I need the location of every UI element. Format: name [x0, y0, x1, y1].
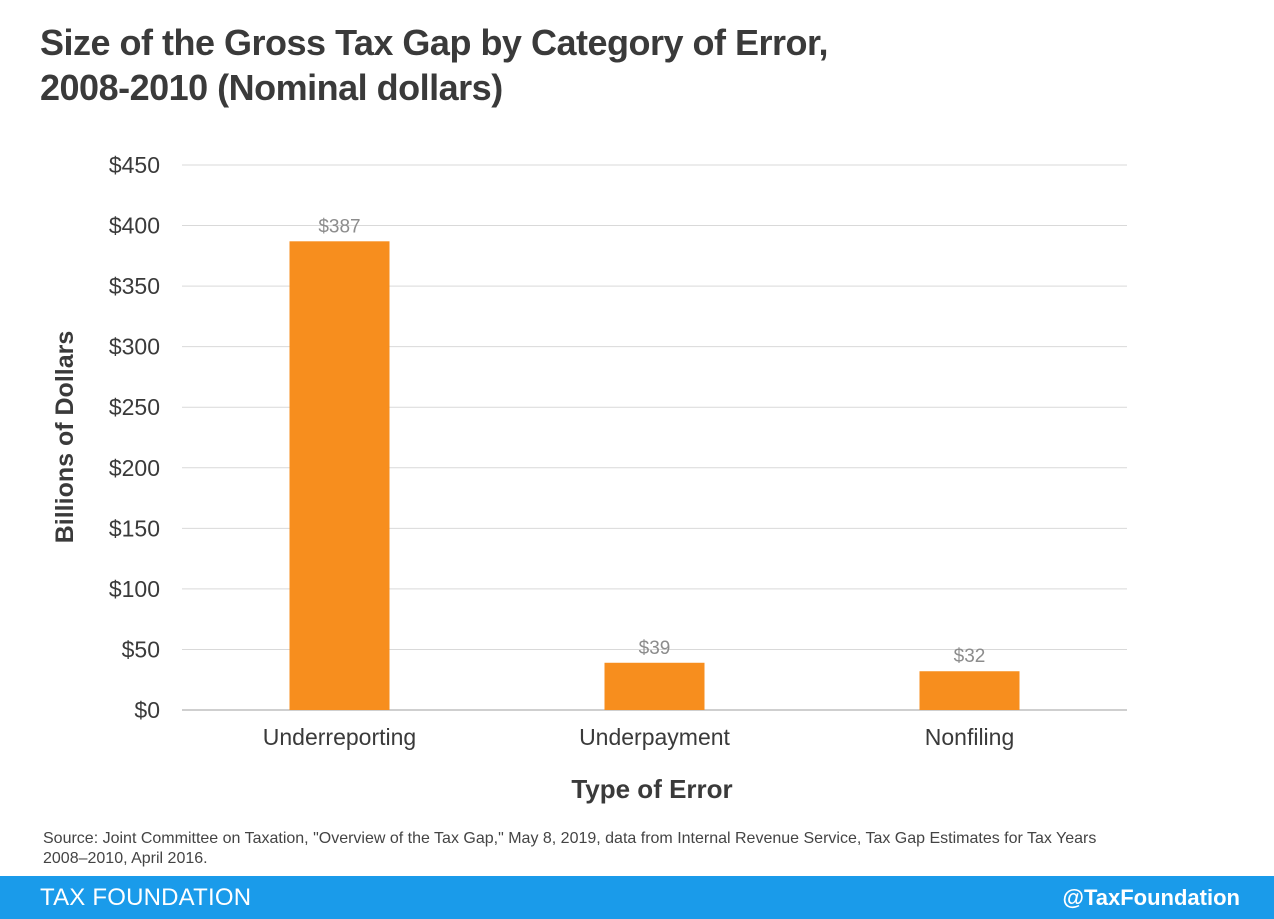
bar-underreporting [289, 241, 390, 711]
y-axis-title: Billions of Dollars [51, 331, 79, 544]
bar-nonfiling [919, 671, 1020, 710]
y-tick-label: $400 [109, 213, 160, 239]
footer-bar: TAX FOUNDATION @TaxFoundation [0, 876, 1274, 919]
x-tick-label: Underpayment [579, 724, 730, 750]
y-tick-label: $450 [109, 152, 160, 178]
y-tick-label: $250 [109, 394, 160, 420]
chart-title-line-2: 2008-2010 (Nominal dollars) [40, 67, 503, 108]
data-labels: $387 $39 $32 [318, 216, 985, 667]
y-tick-label: $200 [109, 455, 160, 481]
x-axis-title: Type of Error [571, 774, 732, 804]
y-tick-label: $350 [109, 273, 160, 299]
y-tick-label: $150 [109, 515, 160, 541]
data-label: $32 [954, 646, 986, 667]
bar-underpayment [604, 662, 705, 710]
footer-handle: @TaxFoundation [1062, 885, 1240, 910]
chart-title-line-1: Size of the Gross Tax Gap by Category of… [40, 22, 829, 63]
data-label: $39 [639, 638, 671, 659]
data-label: $387 [318, 216, 360, 237]
y-tick-label: $50 [122, 636, 160, 662]
bars [289, 241, 1020, 711]
chart-title: Size of the Gross Tax Gap by Category of… [40, 20, 940, 110]
y-tick-label: $0 [134, 697, 160, 723]
y-axis-ticks: $0 $50 $100 $150 $200 $250 $300 $350 $400 $450 [109, 152, 160, 723]
y-tick-label: $300 [109, 334, 160, 360]
x-tick-label: Underreporting [263, 724, 416, 750]
bar-chart: $0 $50 $100 $150 $200 $250 $300 $350 $400 $450 $3… [51, 152, 1127, 804]
x-tick-label: Nonfiling [925, 724, 1015, 750]
source-note: Source: Joint Committee on Taxation, "Ov… [43, 830, 1097, 867]
footer-brand: TAX FOUNDATION [40, 884, 252, 911]
x-axis-ticks: Underreporting Underpayment Nonfiling [263, 724, 1014, 750]
y-tick-label: $100 [109, 576, 160, 602]
